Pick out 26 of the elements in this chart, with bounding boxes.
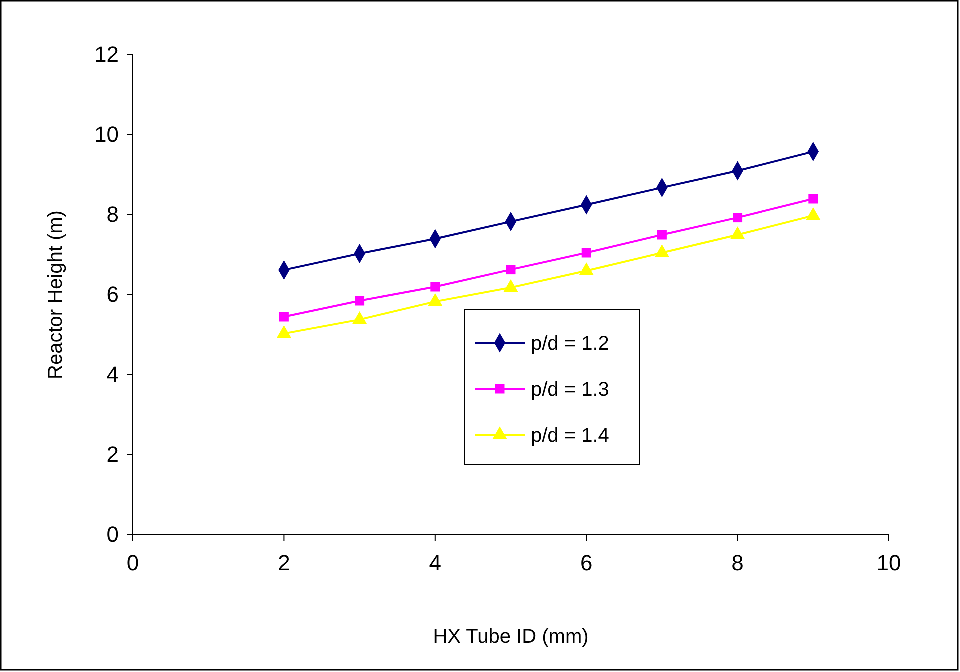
point <box>506 265 516 275</box>
x-tick-label: 2 <box>278 550 290 576</box>
legend-label: p/d = 1.3 <box>531 379 610 401</box>
point <box>430 282 440 292</box>
y-tick-label: 6 <box>106 282 119 308</box>
x-tick-label: 6 <box>580 550 593 576</box>
point <box>808 194 818 204</box>
x-tick-label: 0 <box>126 550 140 576</box>
y-tick-label: 12 <box>94 42 119 68</box>
point <box>355 296 365 306</box>
y-axis-title: Reactor Height (m) <box>45 210 67 380</box>
x-tick-label: 4 <box>429 550 442 576</box>
y-tick-label: 4 <box>106 362 119 388</box>
x-axis-title: HX Tube ID (mm) <box>433 626 589 648</box>
point <box>582 248 592 258</box>
x-tick-label: 8 <box>732 550 744 576</box>
y-tick-label: 0 <box>106 522 119 548</box>
y-tick-label: 8 <box>106 202 119 228</box>
point <box>733 213 743 223</box>
point <box>657 230 667 240</box>
y-tick-label: 10 <box>94 122 119 148</box>
legend-label: p/d = 1.2 <box>531 333 610 355</box>
legend-label: p/d = 1.4 <box>531 425 610 447</box>
point <box>279 312 289 322</box>
x-tick-label: 10 <box>876 550 902 576</box>
y-tick-label: 2 <box>106 442 119 468</box>
